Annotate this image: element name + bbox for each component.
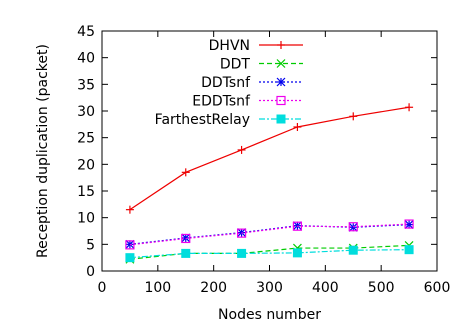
series-line — [129, 106, 410, 211]
data-point — [237, 145, 246, 154]
y-axis-label: Reception duplication (packet) — [35, 44, 51, 258]
data-point — [404, 219, 414, 229]
x-tick-label: 0 — [98, 280, 107, 296]
legend-label: DDT — [220, 57, 251, 73]
y-tick-label: 35 — [77, 77, 95, 93]
legend: DHVN DDT DDTsnf EDDTsnf FarthestRelay — [155, 38, 303, 128]
data-point — [293, 123, 302, 131]
y-tick-label: 25 — [77, 131, 95, 147]
series-line — [129, 224, 410, 245]
y-tick-label: 45 — [77, 24, 95, 40]
y-tick-label: 30 — [77, 104, 95, 120]
legend-marker — [276, 59, 286, 68]
series-dhvn — [125, 103, 414, 214]
data-point — [349, 112, 358, 121]
x-tick-label: 600 — [424, 280, 451, 296]
series-ddt — [125, 240, 414, 264]
legend-label: DDTsnf — [201, 75, 251, 91]
legend-label: FarthestRelay — [155, 112, 250, 128]
data-point — [181, 248, 191, 258]
legend-marker — [276, 114, 286, 124]
x-tick-label: 300 — [256, 280, 283, 296]
data-point — [125, 205, 134, 214]
x-tick-label: 200 — [200, 280, 227, 296]
plot-border — [101, 30, 438, 272]
data-point — [125, 240, 135, 250]
data-point — [348, 245, 358, 255]
series-farthestrelay — [125, 245, 414, 263]
x-axis-label: Nodes number — [218, 307, 321, 323]
legend-marker — [276, 77, 286, 87]
data-point — [181, 168, 190, 177]
data-point — [292, 221, 303, 231]
x-tick-label: 100 — [144, 280, 171, 296]
y-tick-label: 10 — [77, 211, 95, 227]
series-eddtsnf — [125, 219, 414, 250]
y-tick-label: 15 — [77, 184, 95, 200]
x-axis: 0 100 200 300 400 500 600 — [98, 31, 451, 296]
y-tick-label: 20 — [77, 157, 95, 173]
series-layer — [125, 103, 414, 264]
data-point — [125, 253, 135, 263]
legend-label: DHVN — [209, 38, 250, 54]
data-point — [181, 233, 191, 244]
y-tick-label: 0 — [86, 264, 95, 280]
plot-frame — [101, 30, 438, 272]
legend-marker — [277, 41, 285, 49]
data-point — [348, 222, 358, 232]
series-line — [129, 223, 410, 246]
data-point — [236, 228, 247, 238]
legend-marker — [276, 95, 286, 106]
data-point — [404, 245, 414, 255]
data-point — [292, 248, 302, 258]
data-point — [237, 248, 247, 258]
x-tick-label: 400 — [312, 280, 339, 296]
series-line — [129, 249, 410, 259]
y-axis: 0 5 10 15 20 25 30 35 40 45 — [77, 24, 437, 280]
legend-label: EDDTsnf — [192, 94, 251, 110]
data-point — [405, 103, 414, 112]
x-tick-label: 500 — [368, 280, 395, 296]
series-ddtsnf — [125, 220, 414, 249]
series-line — [129, 244, 410, 260]
y-tick-label: 5 — [86, 237, 95, 253]
y-tick-label: 40 — [77, 51, 95, 67]
